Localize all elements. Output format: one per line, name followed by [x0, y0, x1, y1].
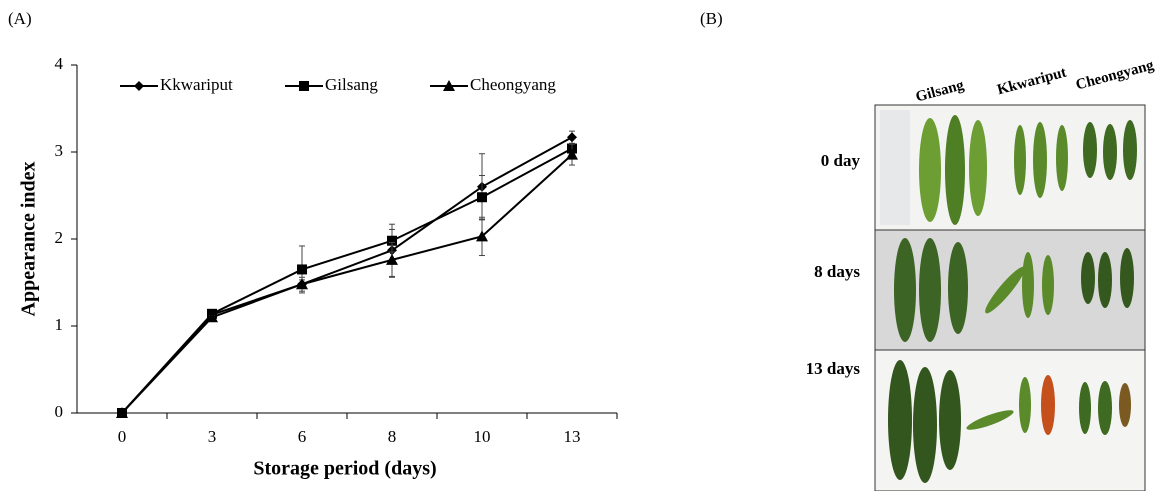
y-tick-label: 1: [55, 315, 64, 334]
series: [117, 143, 577, 418]
x-tick-label: 3: [208, 427, 217, 446]
column-label: Kkwariput: [996, 65, 1069, 99]
x-tick-label: 13: [564, 427, 581, 446]
series-line: [121, 153, 573, 414]
photo: [874, 104, 1146, 491]
x-tick-label: 0: [118, 427, 127, 446]
y-tick-label: 4: [55, 54, 64, 73]
marker: [206, 311, 218, 323]
panel-label: (B): [700, 9, 723, 28]
marker: [567, 132, 577, 143]
plot: 0 1 2 3 4 0 3 6 8 10 13 Kkwariput Gilsang Cheongyang: [55, 54, 618, 446]
panel-label: (A): [8, 9, 32, 28]
column-label: Cheongyang: [1074, 57, 1156, 93]
marker: [296, 278, 308, 290]
row-label: 13 days: [806, 359, 861, 378]
marker: [477, 192, 487, 203]
legend-label: Cheongyang: [470, 75, 556, 94]
x-tick-label: 6: [298, 427, 307, 446]
marker: [299, 81, 309, 91]
marker: [387, 235, 397, 246]
series-line: [121, 136, 573, 414]
x-tick-label: 8: [388, 427, 397, 446]
marker: [443, 80, 455, 91]
x-tick-label: 10: [474, 427, 491, 446]
y-tick-label: 0: [55, 402, 64, 421]
y-tick-label: 2: [55, 228, 64, 247]
legend-label: Gilsang: [325, 75, 378, 94]
row-label: 0 day: [821, 151, 861, 170]
y-axis-title: Appearance index: [18, 162, 40, 317]
y-tick-label: 3: [55, 141, 64, 160]
x-axis-title: Storage period (days): [253, 458, 436, 480]
marker: [386, 253, 398, 265]
series: [116, 143, 578, 418]
marker: [476, 230, 488, 242]
marker: [566, 148, 578, 160]
column-label: Gilsang: [914, 77, 966, 105]
series-line: [121, 147, 573, 414]
series: [117, 130, 577, 418]
marker: [116, 407, 128, 418]
row-label: 8 days: [814, 262, 860, 281]
legend-label: Kkwariput: [160, 75, 233, 94]
marker: [297, 264, 307, 275]
marker: [134, 81, 144, 91]
